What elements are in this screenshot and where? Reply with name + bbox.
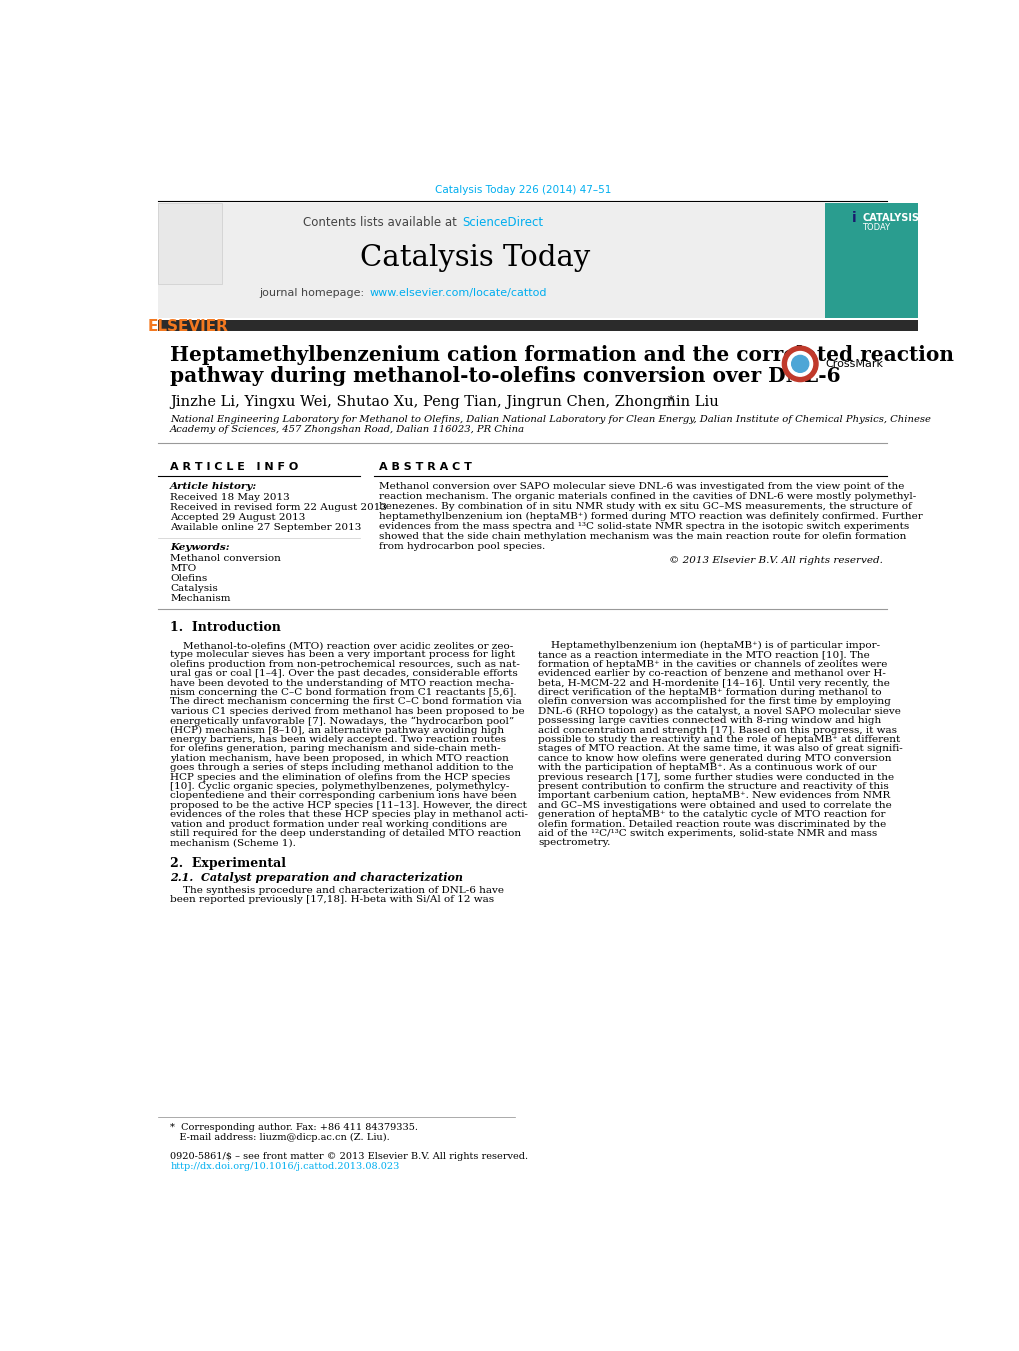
Text: DNL-6 (RHO topology) as the catalyst, a novel SAPO molecular sieve: DNL-6 (RHO topology) as the catalyst, a … (538, 707, 900, 716)
Text: type molecular sieves has been a very important process for light: type molecular sieves has been a very im… (170, 650, 515, 659)
Text: ScienceDirect: ScienceDirect (462, 216, 543, 228)
Text: important carbenium cation, heptaMB⁺. New evidences from NMR: important carbenium cation, heptaMB⁺. Ne… (538, 792, 890, 800)
Bar (158, 203, 824, 319)
Text: heptamethylbenzenium ion (heptaMB⁺) formed during MTO reaction was definitely co: heptamethylbenzenium ion (heptaMB⁺) form… (379, 512, 922, 521)
Text: generation of heptaMB⁺ to the catalytic cycle of MTO reaction for: generation of heptaMB⁺ to the catalytic … (538, 811, 884, 819)
Text: with the participation of heptaMB⁺. As a continuous work of our: with the participation of heptaMB⁺. As a… (538, 763, 876, 773)
Bar (158, 203, 222, 284)
Text: clopentediene and their corresponding carbenium ions have been: clopentediene and their corresponding ca… (170, 792, 517, 800)
Text: proposed to be the active HCP species [11–13]. However, the direct: proposed to be the active HCP species [1… (170, 801, 527, 809)
Text: energy barriers, has been widely accepted. Two reaction routes: energy barriers, has been widely accepte… (170, 735, 505, 744)
Text: tance as a reaction intermediate in the MTO reaction [10]. The: tance as a reaction intermediate in the … (538, 650, 869, 659)
Text: Mechanism: Mechanism (170, 594, 230, 603)
Text: olefin formation. Detailed reaction route was discriminated by the: olefin formation. Detailed reaction rout… (538, 820, 886, 828)
Text: *  Corresponding author. Fax: +86 411 84379335.: * Corresponding author. Fax: +86 411 843… (170, 1123, 418, 1132)
Text: various C1 species derived from methanol has been proposed to be: various C1 species derived from methanol… (170, 707, 524, 716)
Text: CATALYSIS: CATALYSIS (861, 213, 918, 223)
Text: Article history:: Article history: (170, 482, 257, 492)
Text: olefin conversion was accomplished for the first time by employing: olefin conversion was accomplished for t… (538, 697, 891, 707)
Text: possessing large cavities connected with 8-ring window and high: possessing large cavities connected with… (538, 716, 880, 725)
Text: have been devoted to the understanding of MTO reaction mecha-: have been devoted to the understanding o… (170, 678, 514, 688)
Text: Catalysis: Catalysis (170, 584, 218, 593)
Text: mechanism (Scheme 1).: mechanism (Scheme 1). (170, 839, 296, 847)
Text: The direct mechanism concerning the first C–C bond formation via: The direct mechanism concerning the firs… (170, 697, 522, 707)
Text: been reported previously [17,18]. H-beta with Si/Al of 12 was: been reported previously [17,18]. H-beta… (170, 896, 494, 904)
Text: Jinzhe Li, Yingxu Wei, Shutao Xu, Peng Tian, Jingrun Chen, Zhongmin Liu: Jinzhe Li, Yingxu Wei, Shutao Xu, Peng T… (170, 394, 718, 408)
Text: benezenes. By combination of in situ NMR study with ex situ GC–MS measurements, : benezenes. By combination of in situ NMR… (379, 503, 911, 511)
Text: ural gas or coal [1–4]. Over the past decades, considerable efforts: ural gas or coal [1–4]. Over the past de… (170, 669, 518, 678)
Text: evidenced earlier by co-reaction of benzene and methanol over H-: evidenced earlier by co-reaction of benz… (538, 669, 886, 678)
Text: Methanol conversion: Methanol conversion (170, 554, 280, 563)
Text: The synthesis procedure and characterization of DNL-6 have: The synthesis procedure and characteriza… (170, 886, 503, 894)
Text: Catalysis Today 226 (2014) 47–51: Catalysis Today 226 (2014) 47–51 (434, 185, 610, 195)
Text: http://dx.doi.org/10.1016/j.cattod.2013.08.023: http://dx.doi.org/10.1016/j.cattod.2013.… (170, 1162, 399, 1170)
Text: Received 18 May 2013: Received 18 May 2013 (170, 493, 289, 503)
Bar (158, 320, 917, 331)
Text: vation and product formation under real working conditions are: vation and product formation under real … (170, 820, 506, 828)
Text: for olefins generation, paring mechanism and side-chain meth-: for olefins generation, paring mechanism… (170, 744, 500, 754)
Text: spectrometry.: spectrometry. (538, 839, 610, 847)
Text: reaction mechanism. The organic materials confined in the cavities of DNL-6 were: reaction mechanism. The organic material… (379, 492, 916, 501)
Text: beta, H-MCM-22 and H-mordenite [14–16]. Until very recently, the: beta, H-MCM-22 and H-mordenite [14–16]. … (538, 678, 890, 688)
Text: previous research [17], some further studies were conducted in the: previous research [17], some further stu… (538, 773, 894, 782)
Text: goes through a series of steps including methanol addition to the: goes through a series of steps including… (170, 763, 514, 773)
Text: i: i (851, 211, 856, 226)
Text: MTO: MTO (170, 565, 197, 573)
Text: present contribution to confirm the structure and reactivity of this: present contribution to confirm the stru… (538, 782, 889, 790)
Text: acid concentration and strength [17]. Based on this progress, it was: acid concentration and strength [17]. Ba… (538, 725, 897, 735)
Text: [10]. Cyclic organic species, polymethylbenzenes, polymethylcy-: [10]. Cyclic organic species, polymethyl… (170, 782, 509, 790)
Circle shape (782, 346, 817, 381)
Text: ylation mechanism, have been proposed, in which MTO reaction: ylation mechanism, have been proposed, i… (170, 754, 508, 763)
Text: from hydrocarbon pool species.: from hydrocarbon pool species. (379, 542, 545, 551)
Text: direct verification of the heptaMB⁺ formation during methanol to: direct verification of the heptaMB⁺ form… (538, 688, 881, 697)
Text: evidences of the roles that these HCP species play in methanol acti-: evidences of the roles that these HCP sp… (170, 811, 528, 819)
Text: 2.1.  Catalyst preparation and characterization: 2.1. Catalyst preparation and characteri… (170, 871, 463, 884)
Text: nism concerning the C–C bond formation from C1 reactants [5,6].: nism concerning the C–C bond formation f… (170, 688, 517, 697)
Text: Contents lists available at: Contents lists available at (303, 216, 461, 228)
Text: still required for the deep understanding of detailed MTO reaction: still required for the deep understandin… (170, 830, 521, 838)
Text: TODAY: TODAY (861, 223, 890, 232)
Text: ELSEVIER: ELSEVIER (148, 319, 228, 334)
Text: Catalysis Today: Catalysis Today (360, 245, 589, 273)
Text: evidences from the mass spectra and ¹³C solid-state NMR spectra in the isotopic : evidences from the mass spectra and ¹³C … (379, 521, 909, 531)
Text: Olefins: Olefins (170, 574, 207, 584)
Text: 2.  Experimental: 2. Experimental (170, 857, 286, 870)
Text: Accepted 29 August 2013: Accepted 29 August 2013 (170, 513, 306, 523)
Text: olefins production from non-petrochemical resources, such as nat-: olefins production from non-petrochemica… (170, 659, 520, 669)
Text: aid of the ¹²C/¹³C switch experiments, solid-state NMR and mass: aid of the ¹²C/¹³C switch experiments, s… (538, 830, 876, 838)
Circle shape (791, 355, 808, 373)
Circle shape (787, 351, 812, 376)
Text: Keywords:: Keywords: (170, 543, 229, 553)
Text: journal homepage:: journal homepage: (259, 288, 368, 299)
Text: energetically unfavorable [7]. Nowadays, the “hydrocarbon pool”: energetically unfavorable [7]. Nowadays,… (170, 716, 514, 725)
Text: Received in revised form 22 August 2013: Received in revised form 22 August 2013 (170, 503, 387, 512)
Text: E-mail address: liuzm@dicp.ac.cn (Z. Liu).: E-mail address: liuzm@dicp.ac.cn (Z. Liu… (170, 1133, 389, 1142)
Text: Available online 27 September 2013: Available online 27 September 2013 (170, 523, 361, 532)
Text: Methanol conversion over SAPO molecular sieve DNL-6 was investigated from the vi: Methanol conversion over SAPO molecular … (379, 482, 904, 492)
Text: showed that the side chain methylation mechanism was the main reaction route for: showed that the side chain methylation m… (379, 532, 906, 540)
Text: © 2013 Elsevier B.V. All rights reserved.: © 2013 Elsevier B.V. All rights reserved… (668, 555, 882, 565)
Text: 0920-5861/$ – see front matter © 2013 Elsevier B.V. All rights reserved.: 0920-5861/$ – see front matter © 2013 El… (170, 1151, 528, 1161)
Bar (824, 203, 917, 319)
Text: Methanol-to-olefins (MTO) reaction over acidic zeolites or zeo-: Methanol-to-olefins (MTO) reaction over … (170, 642, 513, 650)
Text: stages of MTO reaction. At the same time, it was also of great signifi-: stages of MTO reaction. At the same time… (538, 744, 902, 754)
Text: Heptamethylbenzenium cation formation and the correlated reaction: Heptamethylbenzenium cation formation an… (170, 346, 953, 365)
Text: cance to know how olefins were generated during MTO conversion: cance to know how olefins were generated… (538, 754, 891, 763)
Text: *: * (667, 394, 674, 408)
Text: A B S T R A C T: A B S T R A C T (379, 462, 472, 473)
Text: National Engineering Laboratory for Methanol to Olefins, Dalian National Laborat: National Engineering Laboratory for Meth… (170, 415, 930, 424)
Text: (HCP) mechanism [8–10], an alternative pathway avoiding high: (HCP) mechanism [8–10], an alternative p… (170, 725, 503, 735)
Text: formation of heptaMB⁺ in the cavities or channels of zeolites were: formation of heptaMB⁺ in the cavities or… (538, 659, 887, 669)
Text: pathway during methanol-to-olefins conversion over DNL-6: pathway during methanol-to-olefins conve… (170, 366, 840, 386)
Text: Heptamethylbenzenium ion (heptaMB⁺) is of particular impor-: Heptamethylbenzenium ion (heptaMB⁺) is o… (538, 642, 879, 650)
Text: www.elsevier.com/locate/cattod: www.elsevier.com/locate/cattod (369, 288, 546, 299)
Text: and GC–MS investigations were obtained and used to correlate the: and GC–MS investigations were obtained a… (538, 801, 892, 809)
Text: A R T I C L E   I N F O: A R T I C L E I N F O (170, 462, 299, 473)
Text: 1.  Introduction: 1. Introduction (170, 621, 280, 634)
Text: possible to study the reactivity and the role of heptaMB⁺ at different: possible to study the reactivity and the… (538, 735, 900, 744)
Text: Academy of Sciences, 457 Zhongshan Road, Dalian 116023, PR China: Academy of Sciences, 457 Zhongshan Road,… (170, 426, 525, 435)
Text: CrossMark: CrossMark (824, 359, 882, 369)
Text: HCP species and the elimination of olefins from the HCP species: HCP species and the elimination of olefi… (170, 773, 509, 782)
